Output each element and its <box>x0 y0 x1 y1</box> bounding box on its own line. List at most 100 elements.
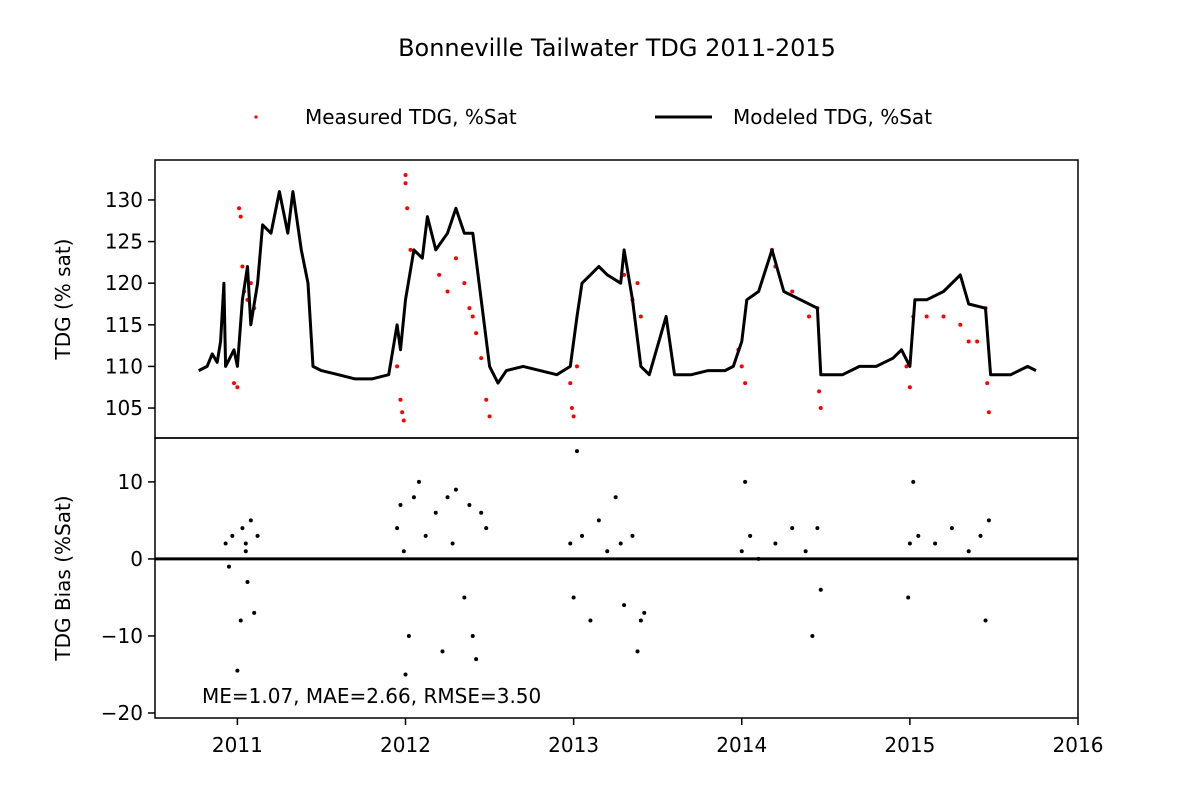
data-point <box>462 595 467 600</box>
data-point <box>252 610 257 615</box>
data-point <box>240 526 245 531</box>
data-point <box>790 289 795 294</box>
data-point <box>474 331 479 336</box>
y-tick-label: 120 <box>105 271 143 295</box>
data-point <box>484 526 489 531</box>
data-point <box>230 533 235 538</box>
y-tick-label: −10 <box>101 624 143 648</box>
data-point <box>226 564 231 569</box>
legend-marker <box>254 115 258 119</box>
y-axis-label: TDG (% sat) <box>51 239 75 361</box>
data-point <box>574 449 579 454</box>
data-point <box>462 281 467 286</box>
y-tick-label: 0 <box>130 547 143 571</box>
data-point <box>904 364 909 369</box>
data-point <box>235 668 240 673</box>
y-tick-label: 125 <box>105 230 143 254</box>
data-point <box>450 541 455 546</box>
data-point <box>398 397 403 402</box>
data-point <box>398 503 403 508</box>
data-point <box>588 618 593 623</box>
data-point <box>618 541 623 546</box>
data-point <box>232 381 237 386</box>
data-point <box>975 339 980 344</box>
data-point <box>445 495 450 500</box>
data-point <box>571 595 576 600</box>
data-point <box>638 314 643 319</box>
y-tick-label: 115 <box>105 313 143 337</box>
data-point <box>571 414 576 419</box>
data-point <box>817 389 822 394</box>
data-point <box>440 649 445 654</box>
y-axis-label: TDG Bias (%Sat) <box>51 495 75 661</box>
data-point <box>403 181 408 186</box>
data-point <box>983 618 988 623</box>
data-point <box>941 314 946 319</box>
data-point <box>743 479 748 484</box>
data-point <box>487 414 492 419</box>
data-point <box>986 410 991 415</box>
data-point <box>474 657 479 662</box>
data-point <box>467 503 472 508</box>
data-point <box>255 533 260 538</box>
data-point <box>907 541 912 546</box>
data-point <box>743 381 748 386</box>
data-point <box>756 556 761 561</box>
x-tick-label: 2014 <box>716 733 767 757</box>
data-point <box>739 364 744 369</box>
data-point <box>635 649 640 654</box>
data-point <box>906 595 911 600</box>
data-point <box>406 633 411 638</box>
data-point <box>810 633 815 638</box>
y-tick-label: 10 <box>118 470 143 494</box>
data-point <box>248 518 253 523</box>
data-point <box>423 533 428 538</box>
data-point <box>638 618 643 623</box>
data-point <box>453 487 458 492</box>
data-point <box>416 479 421 484</box>
data-point <box>605 549 610 554</box>
data-point <box>403 172 408 177</box>
x-tick-label: 2015 <box>884 733 935 757</box>
data-point <box>958 322 963 327</box>
data-point <box>574 364 579 369</box>
data-point <box>642 610 647 615</box>
data-point <box>635 281 640 286</box>
data-point <box>739 549 744 554</box>
data-point <box>445 289 450 294</box>
data-point <box>790 526 795 531</box>
data-point <box>238 618 243 623</box>
data-point <box>401 418 406 423</box>
data-point <box>568 381 573 386</box>
data-point <box>978 533 983 538</box>
data-point <box>568 541 573 546</box>
data-point <box>240 264 245 269</box>
axes-frame <box>154 437 1079 719</box>
data-point <box>907 385 912 390</box>
data-point <box>453 256 458 261</box>
data-point <box>985 381 990 386</box>
data-point <box>433 510 438 515</box>
data-point <box>408 247 413 252</box>
data-point <box>580 533 585 538</box>
data-point <box>815 526 820 531</box>
data-point <box>569 406 574 411</box>
data-point <box>245 580 250 585</box>
series-line <box>198 190 1037 385</box>
data-point <box>818 587 823 592</box>
data-point <box>911 479 916 484</box>
data-point <box>479 510 484 515</box>
data-point <box>596 518 601 523</box>
x-tick-label: 2012 <box>380 733 431 757</box>
data-point <box>405 206 410 211</box>
y-tick-label: 110 <box>105 354 143 378</box>
data-point <box>467 306 472 311</box>
x-tick-label: 2011 <box>212 733 263 757</box>
legend-label: Measured TDG, %Sat <box>305 105 517 129</box>
data-point <box>223 541 228 546</box>
data-point <box>966 339 971 344</box>
data-point <box>401 549 406 554</box>
data-point <box>238 214 243 219</box>
data-point <box>630 533 635 538</box>
